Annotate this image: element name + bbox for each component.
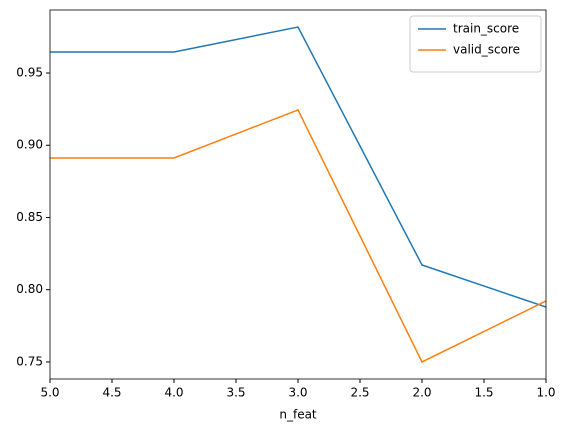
x-tick-label: 4.0 [164,386,183,400]
x-tick-label: 3.0 [288,386,307,400]
x-tick-label: 4.5 [102,386,121,400]
x-tick-label: 2.5 [350,386,369,400]
y-tick-label: 0.80 [16,282,43,296]
legend-label: train_score [453,22,519,36]
x-tick-label: 1.0 [536,386,555,400]
legend-box [409,15,542,73]
y-tick-label: 0.90 [16,138,43,152]
y-tick-label: 0.85 [16,210,43,224]
x-tick-label: 1.5 [474,386,493,400]
y-tick-label: 0.75 [16,354,43,368]
legend-label: valid_score [453,43,520,57]
x-axis-label: n_feat [279,408,317,422]
y-tick-label: 0.95 [16,65,43,79]
line [50,109,547,363]
x-tick-label: 5.0 [40,386,59,400]
x-tick-label: 3.5 [226,386,245,400]
plot-frame [49,9,547,380]
line [50,26,547,308]
x-tick-label: 2.0 [412,386,431,400]
